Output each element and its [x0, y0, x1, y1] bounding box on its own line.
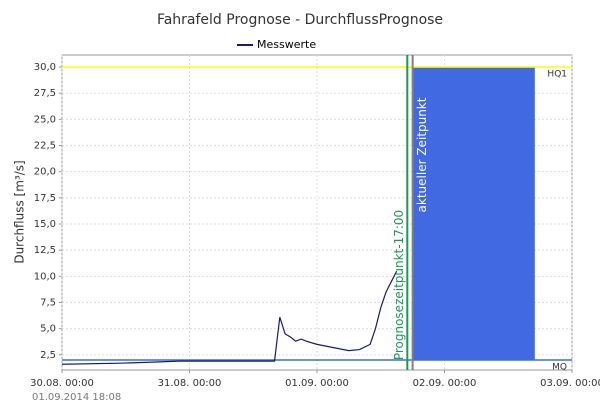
threshold-label: HQ1 — [547, 70, 567, 80]
y-axis-label: Durchfluss [m³/s] — [13, 160, 27, 263]
y-tick-label: 12,5 — [34, 245, 56, 256]
y-tick-label: 7,5 — [40, 298, 56, 309]
y-tick-label: 5,0 — [40, 324, 56, 335]
y-tick-label: 27,5 — [34, 88, 56, 99]
y-tick-label: 17,5 — [34, 193, 56, 204]
legend-label: Messwerte — [257, 38, 316, 51]
y-tick-label: 20,0 — [34, 167, 56, 178]
chart-title: Fahrafeld Prognose - DurchflussPrognose — [157, 12, 443, 28]
y-tick-label: 25,0 — [34, 114, 56, 125]
y-tick-label: 30,0 — [34, 62, 56, 73]
marker-label: aktueller Zeitpunkt — [415, 97, 429, 212]
marker-label: Prognosezeitpunkt-17:00 — [392, 210, 406, 360]
series-line — [61, 270, 398, 365]
x-tick-label: 30.08. 00:00 — [30, 378, 94, 389]
y-tick-label: 15,0 — [34, 219, 56, 230]
y-tick-label: 22,5 — [34, 141, 56, 152]
y-tick-label: 2,5 — [40, 350, 56, 361]
y-tick-label: 10,0 — [34, 271, 56, 282]
forecast-band — [412, 67, 535, 361]
footnote: 01.09.2014 18:08 — [32, 392, 121, 403]
x-tick-label: 03.09. 00:00 — [540, 378, 600, 389]
x-tick-label: 02.09. 00:00 — [413, 378, 477, 389]
threshold-label: MQ — [552, 363, 567, 373]
x-tick-label: 31.08. 00:00 — [158, 378, 222, 389]
x-tick-label: 01.09. 00:00 — [285, 378, 349, 389]
